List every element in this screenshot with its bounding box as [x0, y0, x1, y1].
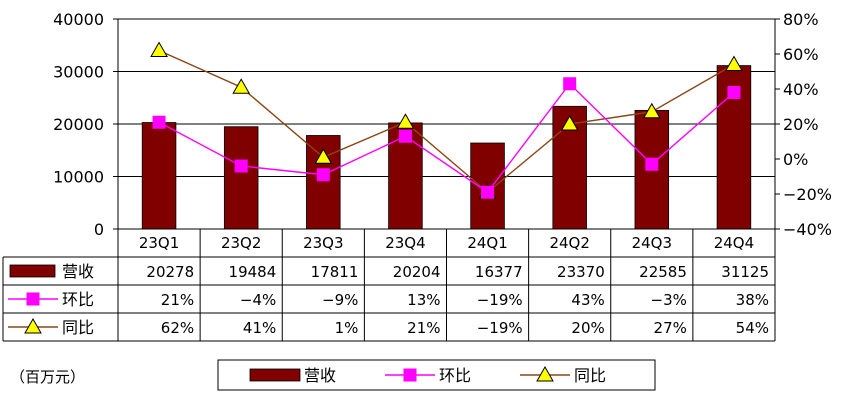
revenue-bar [223, 126, 259, 230]
mom-value: 21% [161, 291, 194, 309]
yoy-value: 27% [654, 319, 687, 337]
unit-note: （百万元） [10, 368, 85, 386]
category-label: 23Q2 [221, 234, 261, 252]
legend-revenue-label: 营收 [304, 366, 336, 385]
mom-series-marker [727, 86, 741, 99]
category-label: 23Q1 [139, 234, 179, 252]
category-label: 23Q4 [385, 234, 425, 252]
yoy-value: 41% [243, 319, 276, 337]
mom-value: −19% [477, 291, 523, 309]
revenue-value: 17811 [311, 263, 359, 281]
mom-series-marker [645, 157, 659, 171]
y-left-tick-label: 30000 [53, 63, 104, 82]
mom-value: 13% [407, 291, 440, 309]
mom-row-label: 环比 [62, 290, 94, 309]
yoy-value: −19% [477, 319, 523, 337]
mom-key-marker [26, 292, 40, 306]
legend-yoy-marker [536, 365, 554, 382]
mom-series-marker [481, 185, 495, 199]
revenue-value: 20278 [146, 263, 194, 281]
revenue-bars [141, 65, 752, 230]
mom-series-marker [152, 115, 166, 129]
y-left-tick-label: 10000 [53, 168, 104, 187]
legend-revenue-swatch [249, 368, 301, 382]
revenue-value: 16377 [475, 263, 523, 281]
mom-series-marker [398, 129, 412, 143]
yoy-series-marker [725, 55, 743, 71]
yoy-value: 1% [335, 319, 359, 337]
revenue-value: 20204 [393, 263, 441, 281]
mom-series-marker [234, 159, 248, 173]
revenue-value: 23370 [557, 263, 605, 281]
y-left-tick-label: 40000 [53, 10, 104, 29]
y-left-tick-label: 20000 [53, 115, 104, 134]
y-right-tick-label: 40% [783, 80, 819, 99]
revenue-key [9, 264, 56, 278]
legend-mom-label: 环比 [439, 366, 471, 385]
yoy-series-line [158, 49, 735, 194]
yoy-series-marker [642, 102, 661, 119]
mom-value: −3% [651, 291, 687, 309]
mom-value: 38% [736, 291, 769, 309]
revenue-bar [141, 122, 177, 230]
yoy-value: 62% [161, 319, 194, 337]
ratio-lines [150, 41, 743, 199]
revenue-value: 22585 [639, 263, 687, 281]
y-right-tick-label: −20% [783, 185, 832, 204]
yoy-series-marker [232, 78, 251, 94]
y-left-tick-label: 0 [94, 220, 104, 239]
category-label: 24Q3 [632, 234, 672, 252]
yoy-row-label: 同比 [62, 318, 94, 337]
y-right-tick-label: −40% [783, 220, 832, 239]
yoy-value: 20% [571, 319, 604, 337]
legend-mom-marker [403, 368, 417, 382]
mom-series-marker [316, 168, 330, 182]
mom-value: 43% [571, 291, 604, 309]
yoy-series-marker [560, 114, 579, 131]
category-label: 24Q2 [549, 234, 589, 252]
y-right-tick-label: 60% [783, 45, 819, 64]
y-right-tick-label: 80% [783, 10, 819, 29]
revenue-value: 19484 [229, 263, 277, 281]
yoy-value: 21% [407, 319, 440, 337]
revenue-value: 31125 [721, 263, 769, 281]
revenue-row-label: 营收 [62, 262, 94, 281]
y-right-tick-label: 0% [783, 150, 808, 169]
mom-value: −4% [240, 291, 276, 309]
mom-series-line [158, 82, 735, 194]
data-table: 23Q1 23Q2 23Q3 23Q4 24Q1 24Q2 24Q3 24Q4 营收 20278 1… [2, 228, 776, 342]
yoy-key-marker [24, 317, 42, 334]
yoy-series-marker [150, 41, 168, 57]
category-label: 23Q3 [303, 234, 343, 252]
legend: 营收 环比 同比 [217, 359, 656, 391]
mom-series-marker [563, 77, 577, 91]
yoy-series-marker [396, 113, 415, 129]
gridlines [118, 71, 775, 177]
category-label: 24Q1 [467, 234, 507, 252]
yoy-series-marker [314, 148, 333, 164]
yoy-value: 54% [736, 319, 769, 337]
mom-value: −9% [322, 291, 358, 309]
legend-yoy-label: 同比 [574, 366, 606, 385]
category-label: 24Q4 [714, 234, 754, 252]
y-right-tick-label: 20% [783, 115, 819, 134]
